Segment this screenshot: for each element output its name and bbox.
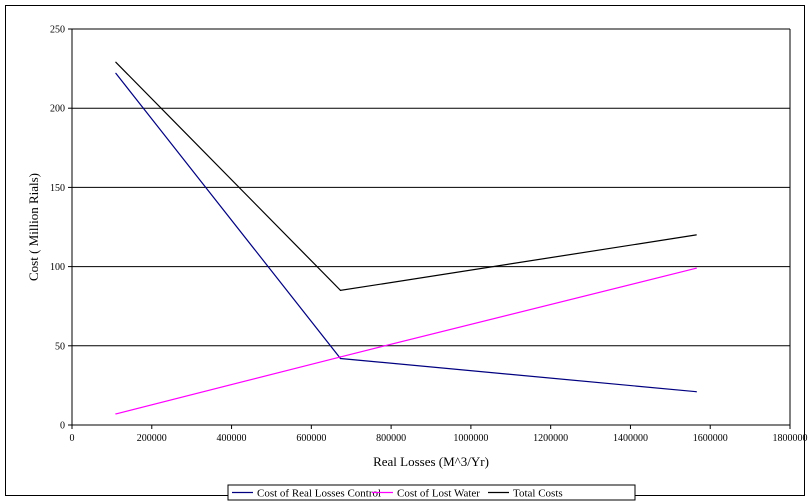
legend: Cost of Real Losses Control Cost of Lost … [227,484,636,501]
x-tick-label-1000000: 1000000 [453,433,488,444]
y-axis-title: Cost ( Million Rials) [26,173,41,281]
data-point-1-2 [339,357,342,360]
series-line-2 [115,267,697,415]
chart-frame [5,5,805,496]
tick-labels: 0 50 100 150 200 250 0 200000 400000 600000 800000… [50,25,808,445]
data-point-2-2 [339,356,342,358]
y-tick-label-0: 0 [60,421,65,432]
x-axis-title: Real Losses (M^3/Yr) [373,454,489,469]
data-point-1-1 [115,72,117,74]
x-tick-label-400000: 400000 [217,433,247,444]
data-point-2-3 [695,267,697,269]
x-tick-label-800000: 800000 [376,433,406,444]
data-point-2-1 [115,413,117,415]
x-tick-label-1400000: 1400000 [613,433,648,444]
x-tick-label-200000: 200000 [137,433,167,444]
y-tick-label-200: 200 [50,104,65,115]
series-line-3 [115,61,697,292]
y-tick-label-250: 250 [50,25,65,36]
data-point-1-3 [695,391,697,393]
y-tick-label-100: 100 [50,262,65,273]
series-line-1 [115,73,697,393]
y-tick-label-150: 150 [50,183,65,194]
x-tick-label-1200000: 1200000 [533,433,568,444]
axes [71,28,791,426]
legend-box [227,484,636,501]
series-lines [115,61,697,415]
data-point-3-3 [695,234,697,236]
data-point-3-1 [115,61,117,63]
y-tick-label-50: 50 [55,341,65,352]
x-tick-label-1600000: 1600000 [693,433,728,444]
x-tick-label-1800000: 1800000 [773,433,808,444]
data-point-3-2 [339,289,342,291]
legend-label-1: Cost of Real Losses Control [257,488,381,500]
x-tick-label-0: 0 [70,433,75,444]
legend-label-2: Cost of Lost Water [397,488,480,500]
gridlines [72,107,790,347]
legend-label-3: Total Costs [513,488,563,500]
x-tick-label-600000: 600000 [296,433,326,444]
